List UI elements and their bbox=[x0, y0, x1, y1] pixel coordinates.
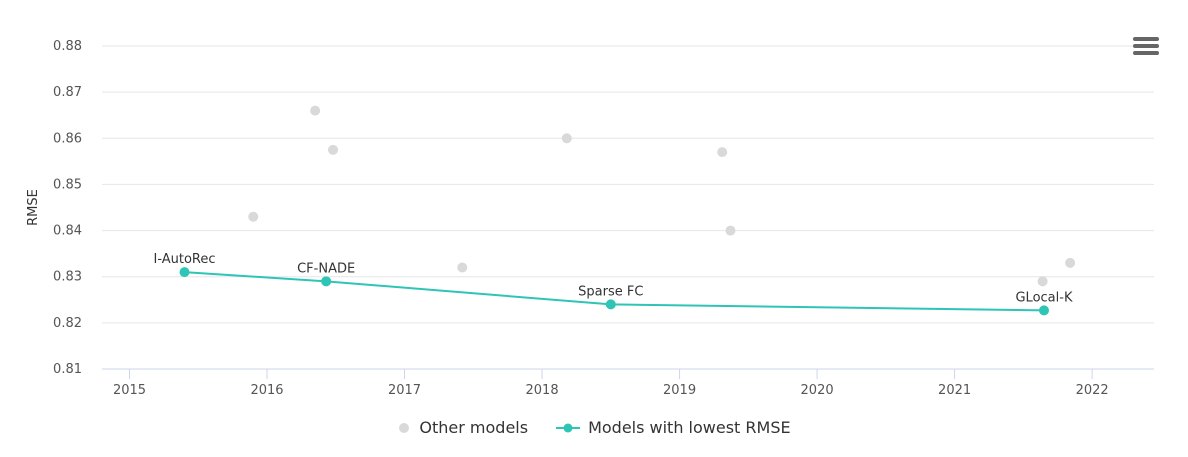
other-model-point[interactable] bbox=[725, 225, 736, 236]
x-tick-label: 2021 bbox=[938, 383, 971, 398]
grid-lines bbox=[102, 45, 1154, 324]
other-models-points bbox=[248, 105, 1076, 287]
rmse-scatter-chart: 0.81 0.82 0.83 0.84 0.85 0.86 0.87 0.88 2015 2016… bbox=[26, 39, 1154, 398]
lowest-rmse-series bbox=[179, 267, 1049, 316]
lowest-rmse-point[interactable] bbox=[1038, 305, 1049, 316]
x-tick-label: 2015 bbox=[113, 383, 146, 398]
legend-lowest-label: Models with lowest RMSE bbox=[588, 418, 791, 437]
y-axis-title: RMSE bbox=[26, 189, 41, 226]
x-tick-label: 2022 bbox=[1076, 383, 1109, 398]
other-model-point[interactable] bbox=[310, 105, 321, 116]
other-model-point[interactable] bbox=[717, 147, 728, 158]
chart-menu-icon[interactable] bbox=[1133, 37, 1159, 59]
lowest-rmse-line bbox=[184, 271, 1045, 312]
other-model-point[interactable] bbox=[561, 133, 572, 144]
point-labels: I-AutoRec CF-NADE Sparse FC GLocal-K bbox=[153, 252, 1072, 305]
y-tick-label: 0.82 bbox=[53, 316, 82, 331]
lowest-rmse-point[interactable] bbox=[605, 299, 616, 310]
other-model-point[interactable] bbox=[248, 211, 259, 222]
other-model-point[interactable] bbox=[328, 144, 339, 155]
x-tick-label: 2019 bbox=[663, 383, 696, 398]
other-model-point[interactable] bbox=[457, 262, 468, 273]
legend-item-lowest-rmse[interactable]: Models with lowest RMSE bbox=[556, 418, 791, 437]
x-tick-label: 2020 bbox=[801, 383, 834, 398]
y-tick-label: 0.84 bbox=[53, 224, 82, 239]
point-label: GLocal-K bbox=[1015, 290, 1072, 305]
lowest-rmse-point[interactable] bbox=[179, 267, 190, 278]
axes: 0.81 0.82 0.83 0.84 0.85 0.86 0.87 0.88 2015 2016… bbox=[26, 39, 1154, 398]
y-tick-label: 0.88 bbox=[53, 39, 82, 54]
point-label: I-AutoRec bbox=[153, 252, 215, 267]
legend-other-marker bbox=[399, 422, 410, 433]
other-model-point[interactable] bbox=[1065, 257, 1076, 268]
point-label: CF-NADE bbox=[297, 261, 355, 276]
chart-legend: Other models Models with lowest RMSE bbox=[0, 418, 1188, 437]
x-tick-label: 2017 bbox=[388, 383, 421, 398]
y-tick-label: 0.81 bbox=[53, 362, 82, 377]
legend-lowest-marker bbox=[556, 423, 581, 432]
x-tick-label: 2016 bbox=[250, 383, 283, 398]
y-tick-label: 0.86 bbox=[53, 131, 82, 146]
y-tick-label: 0.87 bbox=[53, 85, 82, 100]
legend-other-label: Other models bbox=[419, 418, 529, 437]
y-tick-label: 0.83 bbox=[53, 270, 82, 285]
point-label: Sparse FC bbox=[578, 284, 643, 299]
legend-item-other-models[interactable]: Other models bbox=[397, 418, 528, 437]
lowest-rmse-point[interactable] bbox=[321, 276, 332, 287]
y-tick-label: 0.85 bbox=[53, 177, 82, 192]
x-tick-label: 2018 bbox=[526, 383, 559, 398]
other-model-point[interactable] bbox=[1037, 276, 1048, 287]
